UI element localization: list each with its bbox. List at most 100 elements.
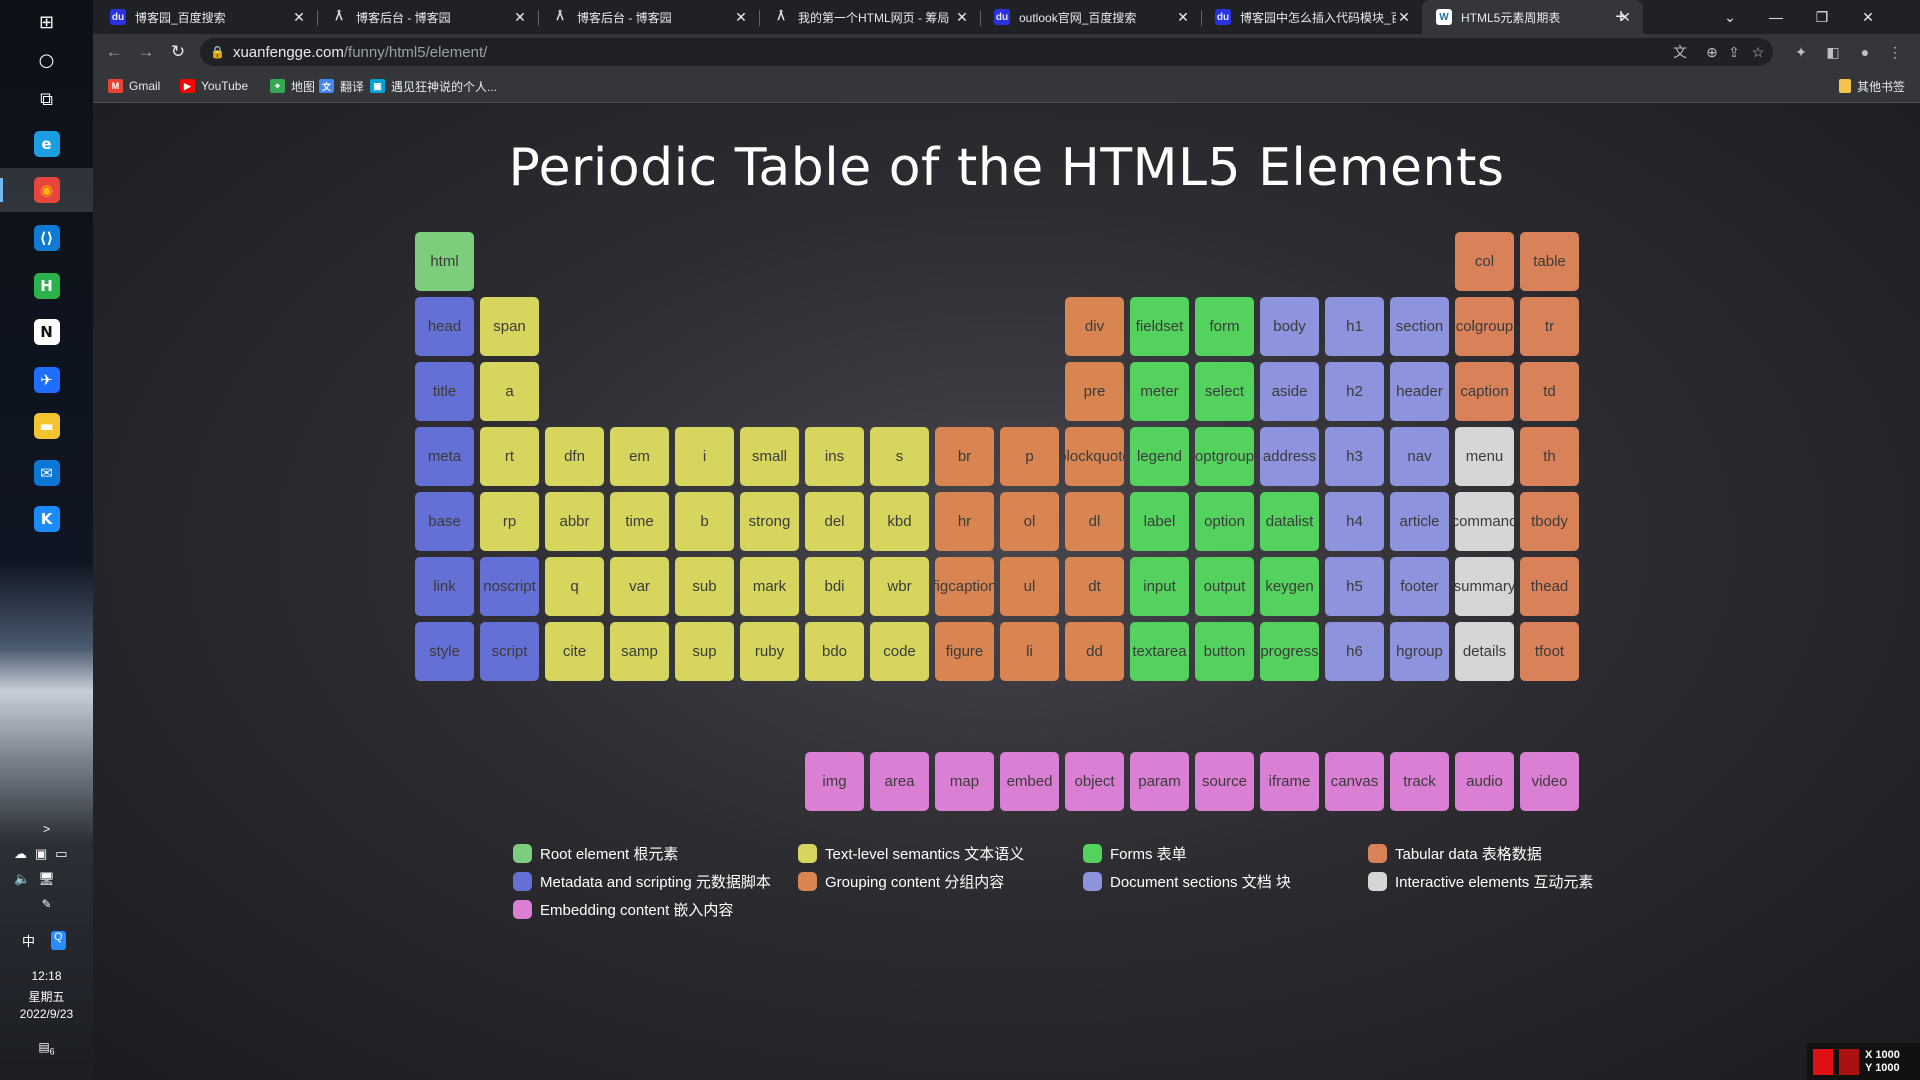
tab-close-icon[interactable]: ✕ [293, 8, 305, 25]
element-meter[interactable]: meter [1130, 362, 1189, 421]
element-address[interactable]: address [1260, 427, 1319, 486]
element-bdi[interactable]: bdi [805, 557, 864, 616]
new-tab-button[interactable]: + [1606, 0, 1636, 34]
element-blockquote[interactable]: blockquote [1065, 427, 1124, 486]
element-h4[interactable]: h4 [1325, 492, 1384, 551]
taskbar-app-kugou[interactable]: K [0, 497, 93, 541]
element-pre[interactable]: pre [1065, 362, 1124, 421]
element-img[interactable]: img [805, 752, 864, 811]
bookmark-bilibili[interactable]: ▣ 遇见狂神说的个人... [370, 77, 497, 95]
tab[interactable]: du 博客园中怎么插入代码模块_百 ✕ [1201, 0, 1422, 34]
device-icon[interactable]: ▣ [35, 846, 48, 861]
element-summary[interactable]: summary [1455, 557, 1514, 616]
profile-avatar-icon[interactable]: ● [1860, 44, 1870, 60]
zoom-icon[interactable]: ⊕ [1706, 43, 1718, 60]
element-hgroup[interactable]: hgroup [1390, 622, 1449, 681]
element-strong[interactable]: strong [740, 492, 799, 551]
tab-search-button[interactable]: ⌄ [1707, 0, 1753, 34]
element-body[interactable]: body [1260, 297, 1319, 356]
ime-indicator[interactable]: 中 [22, 934, 36, 949]
element-figcaption[interactable]: figcaption [935, 557, 994, 616]
clock-date[interactable]: 2022/9/23 [19, 1007, 74, 1021]
taskbar-app-file-explorer[interactable]: ▬ [0, 404, 93, 448]
taskbar-app-feishu[interactable]: ✈ [0, 358, 93, 402]
lock-icon[interactable]: 🔒 [210, 45, 225, 59]
element-dd[interactable]: dd [1065, 622, 1124, 681]
battery-icon[interactable]: ▭ [55, 846, 68, 861]
element-label[interactable]: label [1130, 492, 1189, 551]
element-h3[interactable]: h3 [1325, 427, 1384, 486]
element-table[interactable]: table [1520, 232, 1579, 291]
element-footer[interactable]: footer [1390, 557, 1449, 616]
pen-icon[interactable]: ✎ [41, 897, 52, 911]
element-track[interactable]: track [1390, 752, 1449, 811]
taskbar-app-task-view[interactable]: ⧉ [0, 77, 93, 121]
element-style[interactable]: style [415, 622, 474, 681]
element-samp[interactable]: samp [610, 622, 669, 681]
element-code[interactable]: code [870, 622, 929, 681]
element-b[interactable]: b [675, 492, 734, 551]
tab-close-icon[interactable]: ✕ [1177, 8, 1189, 25]
address-bar[interactable]: 🔒 xuanfengge.com/funny/html5/element/ 文 … [200, 38, 1773, 66]
element-base[interactable]: base [415, 492, 474, 551]
element-td[interactable]: td [1520, 362, 1579, 421]
element-time[interactable]: time [610, 492, 669, 551]
element-i[interactable]: i [675, 427, 734, 486]
element-noscript[interactable]: noscript [480, 557, 539, 616]
element-head[interactable]: head [415, 297, 474, 356]
tab[interactable]: ᐰ 博客后台 - 博客园 ✕ [317, 0, 538, 34]
element-optgroup[interactable]: optgroup [1195, 427, 1254, 486]
element-object[interactable]: object [1065, 752, 1124, 811]
element-caption[interactable]: caption [1455, 362, 1514, 421]
taskbar-app-edge[interactable]: e [0, 122, 93, 166]
element-link[interactable]: link [415, 557, 474, 616]
element-h2[interactable]: h2 [1325, 362, 1384, 421]
taskbar-app-chrome[interactable]: ◉ [0, 168, 93, 212]
bookmark-translate[interactable]: 文翻译 [319, 77, 364, 95]
element-div[interactable]: div [1065, 297, 1124, 356]
element-abbr[interactable]: abbr [545, 492, 604, 551]
element-th[interactable]: th [1520, 427, 1579, 486]
element-thead[interactable]: thead [1520, 557, 1579, 616]
tab-close-icon[interactable]: ✕ [514, 8, 526, 25]
element-tbody[interactable]: tbody [1520, 492, 1579, 551]
tab[interactable]: ᐰ 我的第一个HTML网页 - 筹局 ✕ [759, 0, 980, 34]
show-hidden-icons-button[interactable]: > [42, 822, 50, 836]
element-h1[interactable]: h1 [1325, 297, 1384, 356]
other-bookmarks[interactable]: 其他书签 [1839, 77, 1905, 95]
translate-page-icon[interactable]: 文 [1673, 44, 1687, 60]
bookmark-gmail[interactable]: M Gmail [108, 77, 160, 95]
element-output[interactable]: output [1195, 557, 1254, 616]
element-article[interactable]: article [1390, 492, 1449, 551]
element-keygen[interactable]: keygen [1260, 557, 1319, 616]
element-fieldset[interactable]: fieldset [1130, 297, 1189, 356]
element-span[interactable]: span [480, 297, 539, 356]
element-param[interactable]: param [1130, 752, 1189, 811]
element-iframe[interactable]: iframe [1260, 752, 1319, 811]
element-ol[interactable]: ol [1000, 492, 1059, 551]
element-bdo[interactable]: bdo [805, 622, 864, 681]
element-rt[interactable]: rt [480, 427, 539, 486]
tab-close-icon[interactable]: ✕ [735, 8, 747, 25]
tab-close-icon[interactable]: ✕ [956, 8, 968, 25]
element-button[interactable]: button [1195, 622, 1254, 681]
element-h5[interactable]: h5 [1325, 557, 1384, 616]
back-button[interactable]: ← [101, 40, 127, 64]
element-mark[interactable]: mark [740, 557, 799, 616]
element-h6[interactable]: h6 [1325, 622, 1384, 681]
element-wbr[interactable]: wbr [870, 557, 929, 616]
element-colgroup[interactable]: colgroup [1455, 297, 1514, 356]
tab[interactable]: du outlook官网_百度搜索 ✕ [980, 0, 1201, 34]
tab-close-icon[interactable]: ✕ [1398, 8, 1410, 25]
element-em[interactable]: em [610, 427, 669, 486]
element-dl[interactable]: dl [1065, 492, 1124, 551]
element-dfn[interactable]: dfn [545, 427, 604, 486]
element-details[interactable]: details [1455, 622, 1514, 681]
element-rp[interactable]: rp [480, 492, 539, 551]
tab-active[interactable]: W HTML5元素周期表 ✕ [1422, 0, 1643, 34]
clock-weekday[interactable]: 星期五 [28, 990, 65, 1004]
element-textarea[interactable]: textarea [1130, 622, 1189, 681]
element-header[interactable]: header [1390, 362, 1449, 421]
element-source[interactable]: source [1195, 752, 1254, 811]
element-option[interactable]: option [1195, 492, 1254, 551]
